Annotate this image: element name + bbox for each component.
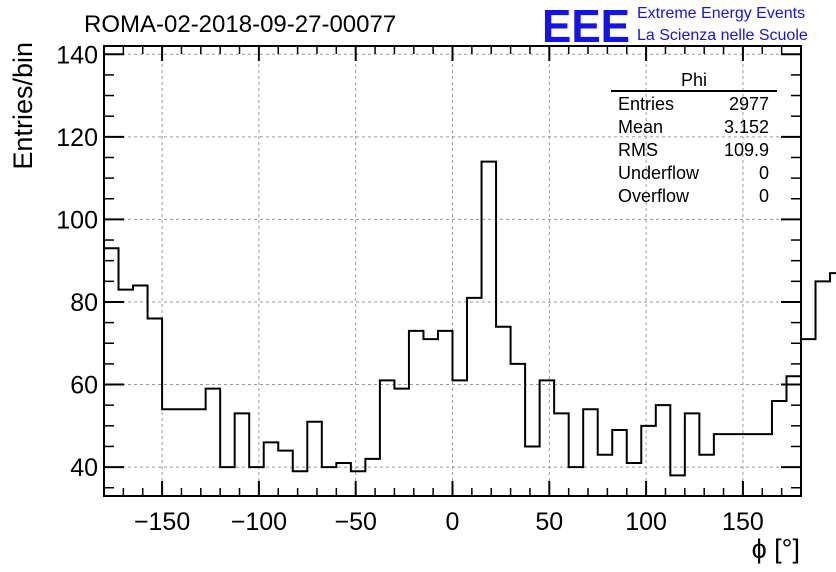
plot-frame <box>103 45 802 497</box>
tick-labels: −150 −100 −50 0 50 100 150 40 60 80 100 120 140 <box>56 41 763 536</box>
grid-lines <box>104 46 801 496</box>
stats-title: Phi <box>681 70 707 90</box>
logo-line-2: La Scienza nelle Scuole <box>637 27 808 44</box>
stats-label-rms: RMS <box>618 140 658 160</box>
stats-label-mean: Mean <box>618 117 663 137</box>
stats-value-entries: 2977 <box>729 94 769 114</box>
logo-eee: EEE <box>542 0 630 52</box>
y-tick-label: 60 <box>70 372 98 400</box>
x-axis-label: ϕ [°] <box>752 534 800 564</box>
logo-line-1: Extreme Energy Events <box>637 5 805 22</box>
y-axis-label: Entries/bin <box>8 42 38 170</box>
stats-value-rms: 109.9 <box>724 140 769 160</box>
stats-label-entries: Entries <box>618 94 674 114</box>
x-tick-label: 0 <box>446 508 460 536</box>
x-tick-label: −150 <box>134 508 190 536</box>
stats-box: Phi Entries 2977 Mean 3.152 RMS 109.9 Un… <box>611 70 777 206</box>
stats-value-underflow: 0 <box>759 163 769 183</box>
histogram-step-line <box>104 160 836 477</box>
stats-label-overflow: Overflow <box>618 186 690 206</box>
y-tick-label: 100 <box>56 206 98 234</box>
stats-value-mean: 3.152 <box>724 117 769 137</box>
stats-value-overflow: 0 <box>759 186 769 206</box>
stats-label-underflow: Underflow <box>618 163 700 183</box>
x-tick-label: −50 <box>334 508 376 536</box>
x-tick-label: 50 <box>535 508 563 536</box>
run-title: ROMA-02-2018-09-27-00077 <box>84 11 396 38</box>
y-tick-label: 40 <box>70 454 98 482</box>
x-tick-label: −100 <box>231 508 287 536</box>
y-tick-label: 140 <box>56 41 98 69</box>
axis-ticks <box>104 46 801 496</box>
x-tick-label: 150 <box>722 508 764 536</box>
y-tick-label: 80 <box>70 289 98 317</box>
x-tick-label: 100 <box>625 508 667 536</box>
y-tick-label: 120 <box>56 124 98 152</box>
